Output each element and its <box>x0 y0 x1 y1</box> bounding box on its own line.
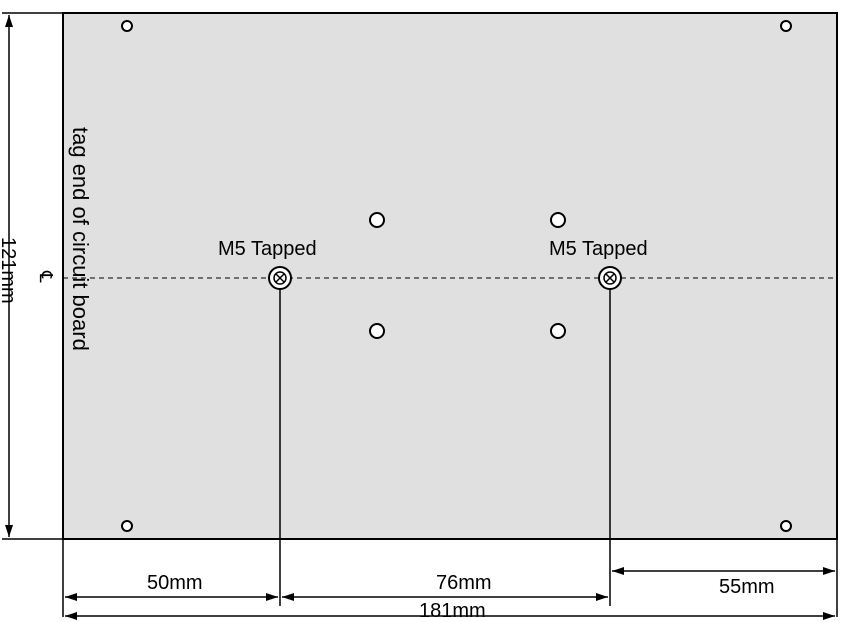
centerline-symbol: ℄ <box>36 270 56 283</box>
dim-label-55: 55mm <box>719 576 775 598</box>
dim-label-181: 181mm <box>419 600 486 622</box>
dim-label-76: 76mm <box>436 572 492 594</box>
corner-hole-top-left <box>121 20 133 32</box>
inner-hole-upper-left <box>369 212 385 228</box>
tapped-label-left: M5 Tapped <box>218 238 317 260</box>
corner-hole-top-right <box>780 20 792 32</box>
tapped-label-right: M5 Tapped <box>549 238 648 260</box>
board-edge-label: tag end of circuit board <box>68 127 93 351</box>
inner-hole-upper-right <box>550 212 566 228</box>
corner-hole-bottom-right <box>780 520 792 532</box>
inner-hole-lower-left <box>369 323 385 339</box>
tapped-hole-right <box>598 266 622 290</box>
corner-hole-bottom-left <box>121 520 133 532</box>
inner-hole-lower-right <box>550 323 566 339</box>
height-dimension-label: 121mm <box>0 237 19 304</box>
circuit-board-plate <box>62 12 838 540</box>
dim-label-50: 50mm <box>147 572 203 594</box>
tapped-hole-left <box>268 266 292 290</box>
